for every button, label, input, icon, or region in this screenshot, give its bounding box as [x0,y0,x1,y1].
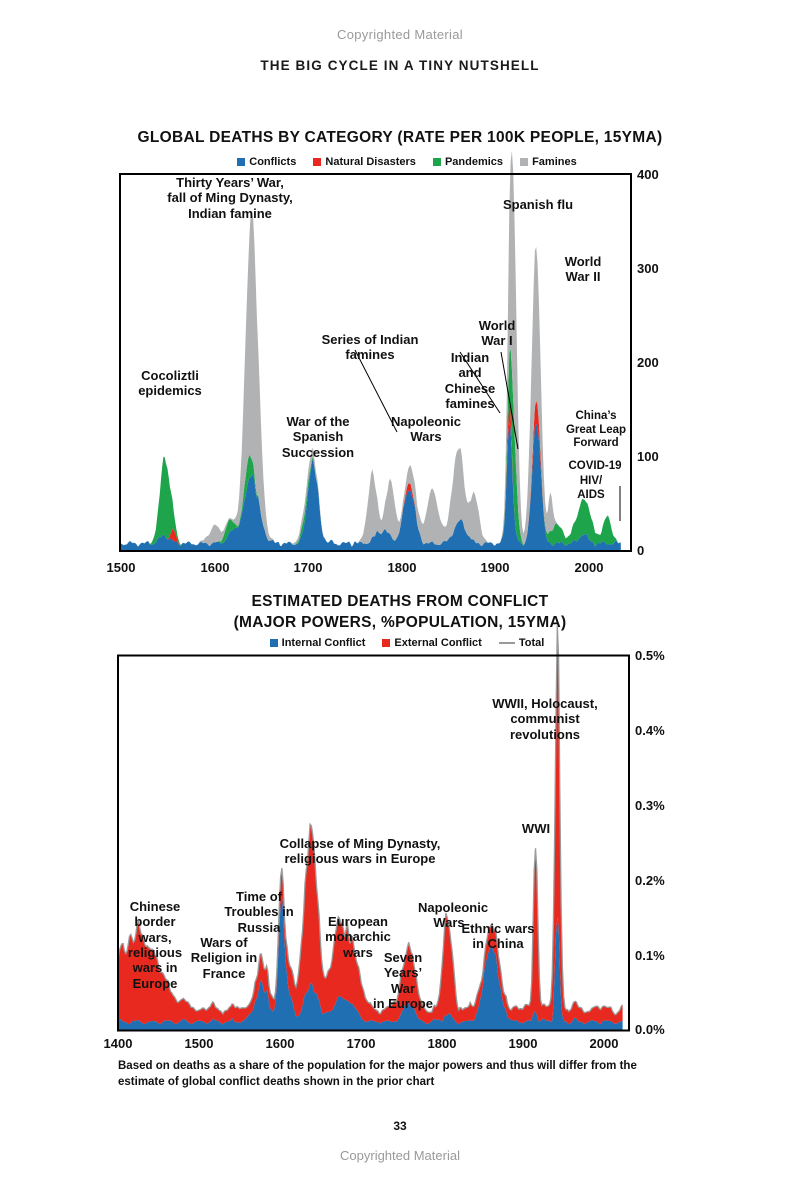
svg-text:1400: 1400 [104,1036,133,1051]
svg-text:0.4%: 0.4% [635,723,665,738]
svg-text:1600: 1600 [266,1036,295,1051]
svg-text:0.0%: 0.0% [635,1022,665,1037]
svg-text:1500: 1500 [185,1036,214,1051]
svg-text:1800: 1800 [428,1036,457,1051]
svg-text:1900: 1900 [509,1036,538,1051]
svg-text:0.3%: 0.3% [635,798,665,813]
svg-text:0.2%: 0.2% [635,873,665,888]
svg-text:1700: 1700 [347,1036,376,1051]
svg-text:2000: 2000 [590,1036,619,1051]
svg-text:0.5%: 0.5% [635,648,665,663]
svg-text:0.1%: 0.1% [635,948,665,963]
